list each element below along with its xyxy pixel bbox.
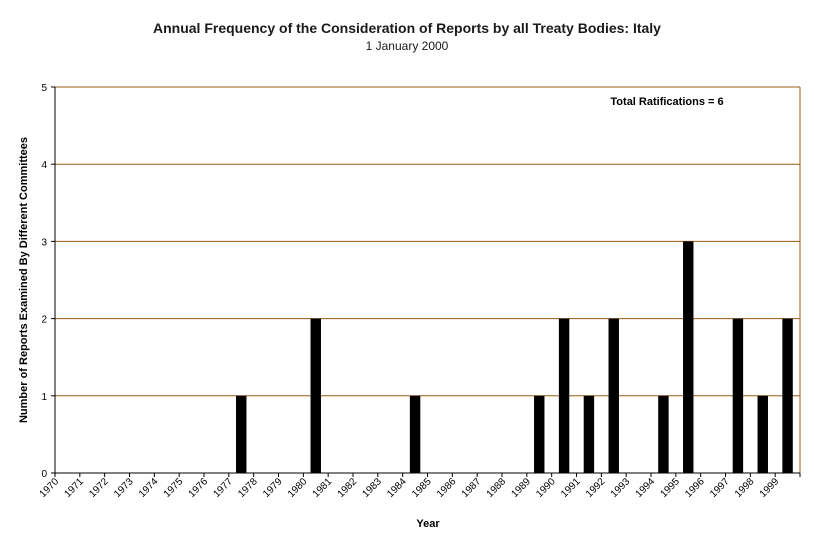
x-tick-label-1980: 1980 (286, 476, 310, 500)
y-axis-label: Number of Reports Examined By Different … (18, 137, 30, 423)
bar-1992 (608, 318, 619, 473)
x-tick-label-1982: 1982 (336, 476, 360, 500)
y-tick-labels: 0 1 2 3 4 5 (41, 83, 47, 480)
x-tick-label-1974: 1974 (137, 476, 161, 500)
x-tick-label-1989: 1989 (509, 476, 533, 500)
x-tick-label-1979: 1979 (261, 476, 285, 500)
x-tick-labels: 1970 1971 1972 1973 1974 1975 1976 1977 1978 1979… (38, 476, 782, 500)
x-tick-label-1977: 1977 (211, 476, 235, 500)
chart-subtitle: 1 January 2000 (366, 39, 449, 53)
bar-1977 (236, 395, 247, 473)
x-tick-label-1971: 1971 (62, 476, 86, 500)
bar-1989 (534, 395, 545, 473)
x-tick-label-1975: 1975 (162, 476, 186, 500)
x-tick-label-1981: 1981 (311, 476, 335, 500)
axes (51, 86, 801, 477)
y-tick-label-4: 4 (41, 160, 47, 171)
bar-1991 (583, 395, 595, 473)
y-tick-label-2: 2 (41, 315, 47, 326)
bar-1998 (757, 395, 768, 473)
bars (236, 241, 793, 473)
bar-1994 (658, 395, 669, 473)
chart-title: Annual Frequency of the Consideration of… (153, 20, 661, 36)
x-tick-label-1993: 1993 (609, 476, 633, 500)
x-tick-label-1984: 1984 (385, 476, 409, 500)
x-tick-label-1995: 1995 (658, 476, 682, 500)
gridlines (55, 86, 801, 473)
x-tick-label-1992: 1992 (584, 476, 608, 500)
x-tick-label-1988: 1988 (485, 476, 509, 500)
x-axis-label: Year (416, 518, 440, 530)
x-tick-label-1972: 1972 (87, 476, 111, 500)
x-tick-label-1994: 1994 (634, 476, 658, 500)
y-tick-label-1: 1 (41, 392, 47, 403)
annotation-total-ratifications: Total Ratifications = 6 (610, 96, 723, 108)
x-tick-label-1999: 1999 (758, 476, 782, 500)
y-tick-label-5: 5 (41, 83, 47, 94)
bar-1999 (782, 318, 793, 473)
x-tick-label-1991: 1991 (559, 476, 583, 500)
x-tick-label-1986: 1986 (435, 476, 459, 500)
x-tick-label-1996: 1996 (683, 476, 707, 500)
x-tick-label-1998: 1998 (733, 476, 757, 500)
bar-1984 (409, 395, 421, 473)
x-tick-label-1978: 1978 (236, 476, 260, 500)
x-tick-label-1973: 1973 (112, 476, 136, 500)
x-tick-label-1976: 1976 (187, 476, 211, 500)
bar-1980 (310, 318, 321, 473)
x-tick-label-1997: 1997 (708, 476, 732, 500)
bar-1997 (732, 318, 744, 473)
x-tick-label-1985: 1985 (410, 476, 434, 500)
x-tick-label-1983: 1983 (360, 476, 384, 500)
y-tick-label-0: 0 (41, 469, 47, 480)
x-tick-label-1987: 1987 (460, 476, 484, 500)
bar-1990 (558, 318, 570, 473)
y-tick-label-3: 3 (41, 237, 47, 248)
x-tick-label-1990: 1990 (534, 476, 558, 500)
bar-1995 (683, 241, 694, 473)
